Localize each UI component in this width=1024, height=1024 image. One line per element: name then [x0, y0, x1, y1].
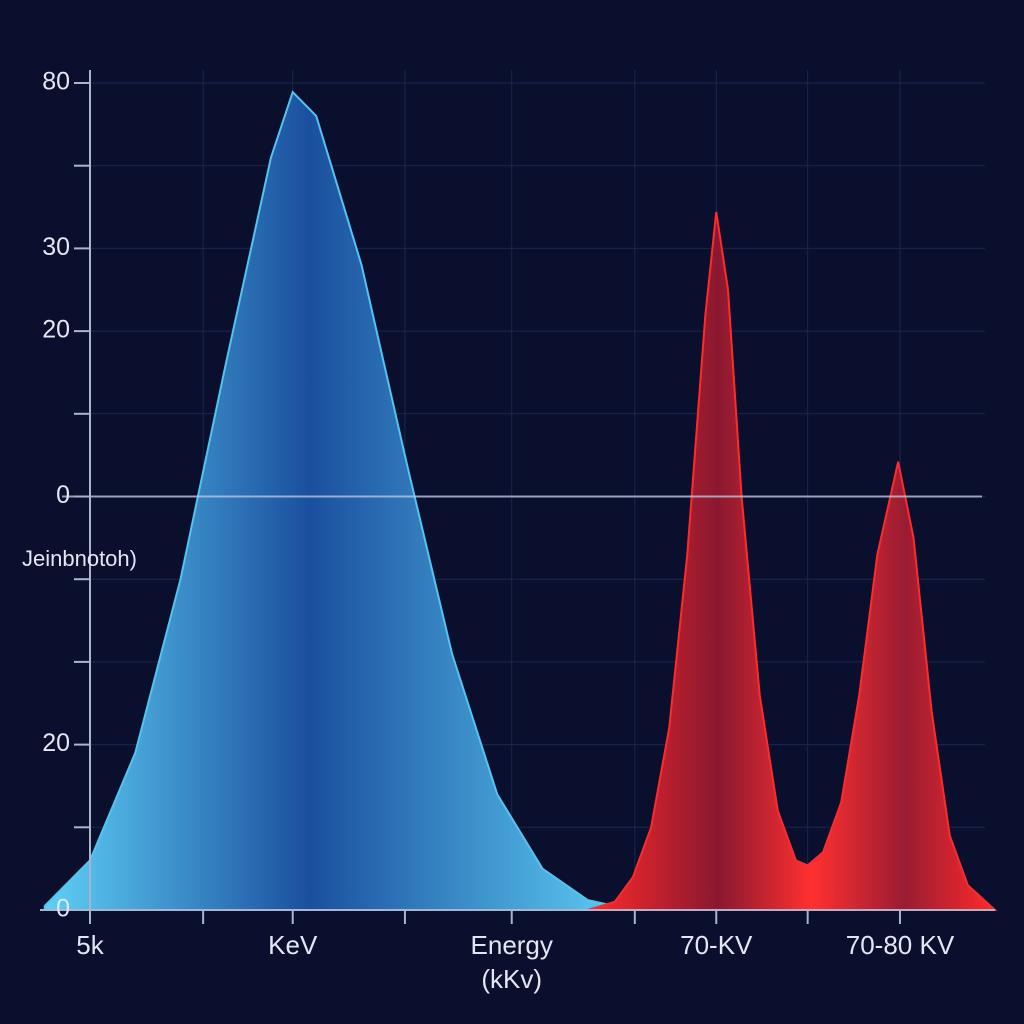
plot — [43, 90, 998, 911]
x-tick-label: 5k — [76, 930, 104, 960]
x-tick-label: 70-KV — [680, 930, 753, 960]
x-tick-label: Energy (kKv) — [470, 930, 553, 994]
y-tick-label: 30 — [42, 233, 70, 261]
area — [587, 211, 998, 911]
y-axis-label: Jeinbnotoh) — [22, 546, 137, 571]
y-tick-label: 20 — [42, 729, 70, 757]
x-tick-label: 70-80 KV — [845, 930, 955, 960]
y-tick-label: 0 — [56, 895, 70, 923]
y-tick-label: 20 — [42, 316, 70, 344]
y-tick-label: 0 — [56, 481, 70, 509]
axes: 0 20 0 20 30 80 — [40, 68, 995, 924]
y-tick-label: 80 — [42, 68, 70, 96]
area — [43, 90, 634, 911]
x-tick-label: KeV — [268, 930, 318, 960]
